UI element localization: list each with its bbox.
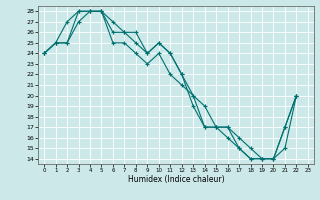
X-axis label: Humidex (Indice chaleur): Humidex (Indice chaleur) bbox=[128, 175, 224, 184]
